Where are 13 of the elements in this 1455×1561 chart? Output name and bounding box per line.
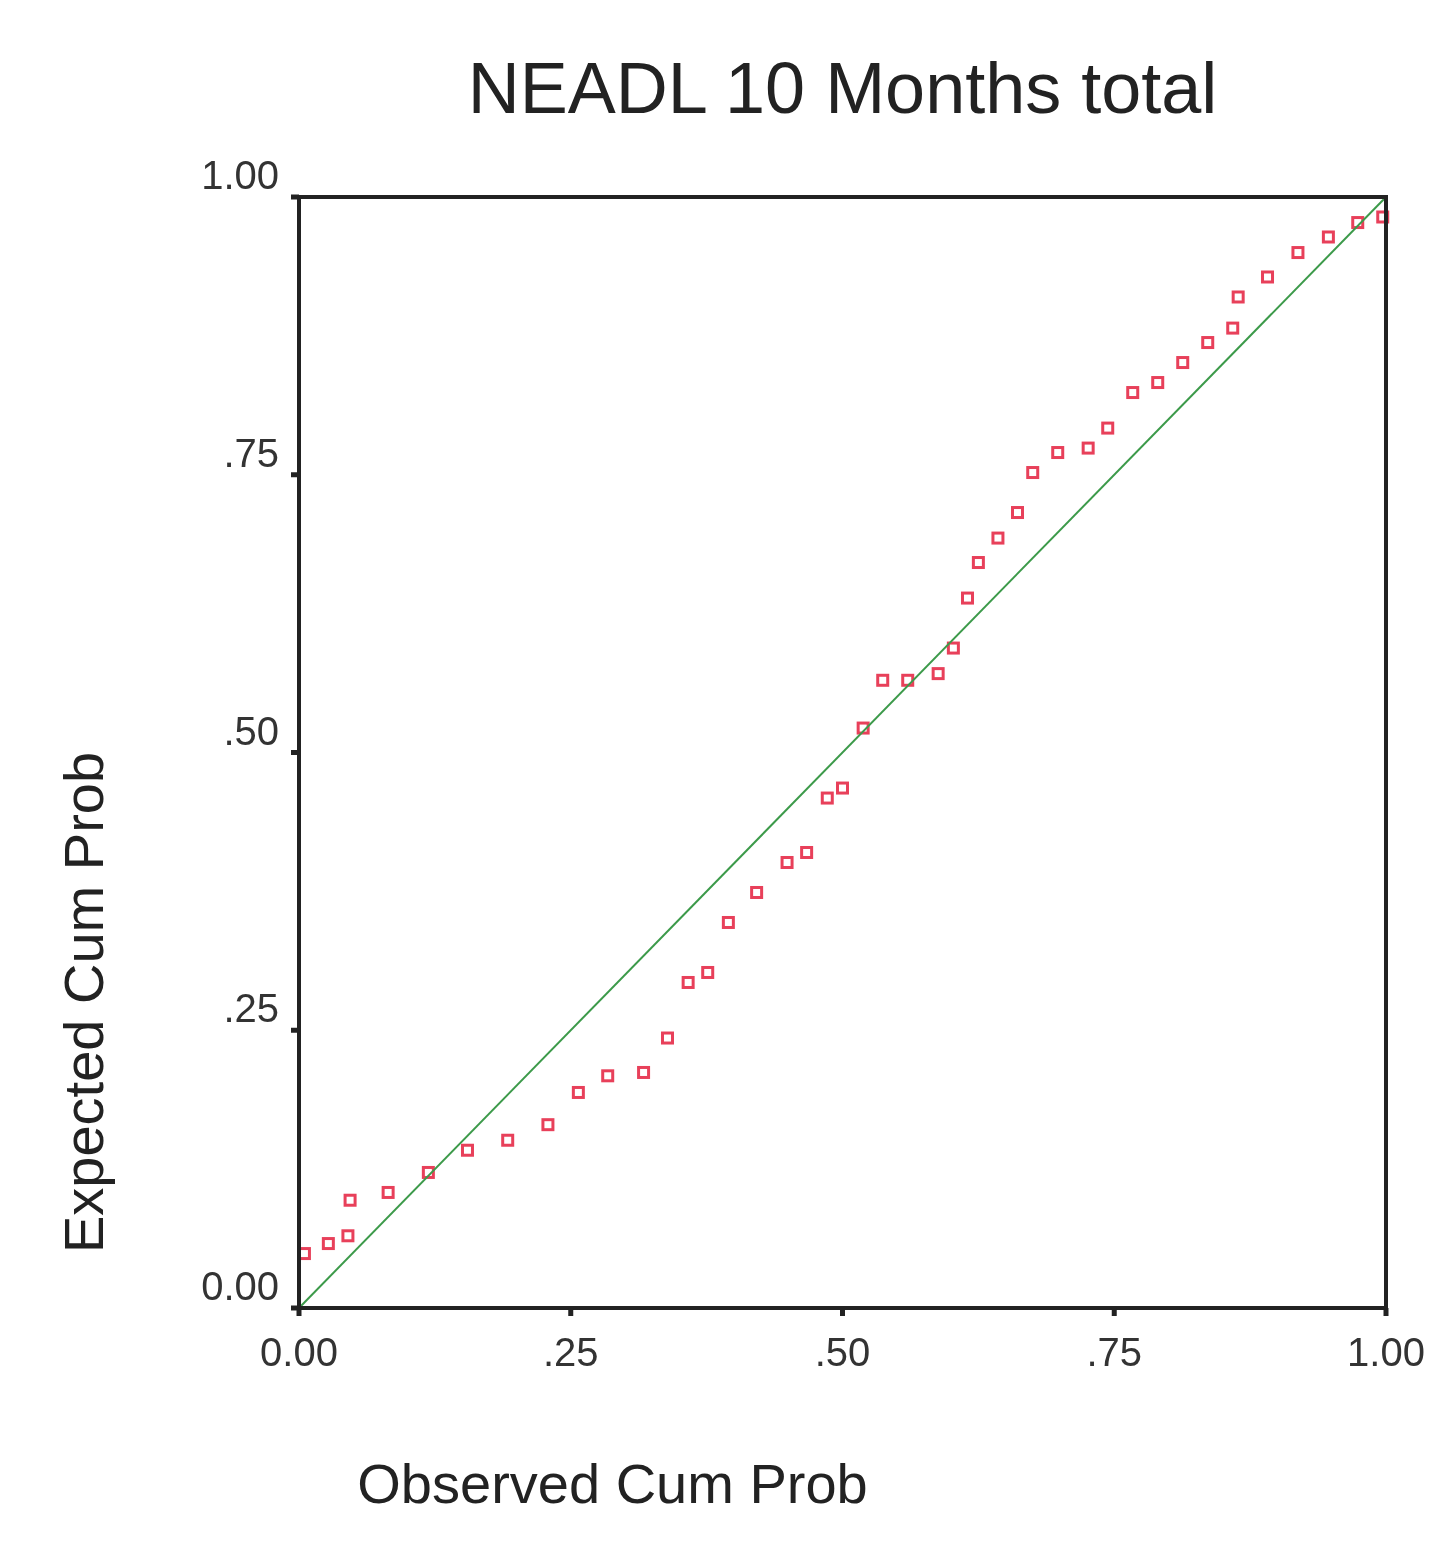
y-tick-label: .75 bbox=[223, 430, 279, 475]
x-tick-label: .25 bbox=[542, 1330, 599, 1374]
x-axis-title: Observed Cum Prob bbox=[357, 1452, 868, 1515]
y-tick-label: 0.00 bbox=[201, 1264, 279, 1308]
x-tick-label: .75 bbox=[1086, 1330, 1143, 1374]
y-axis-title: Expected Cum Prob bbox=[52, 751, 115, 1254]
x-tick-label: 1.00 bbox=[1347, 1330, 1425, 1374]
y-tick-label: .25 bbox=[223, 986, 279, 1031]
chart-title: NEADL 10 Months total bbox=[467, 48, 1218, 128]
y-tick-label: .50 bbox=[223, 708, 279, 753]
y-tick-label: 1.00 bbox=[201, 153, 279, 197]
x-tick-label: .50 bbox=[814, 1330, 871, 1374]
x-tick-label: 0.00 bbox=[260, 1330, 338, 1374]
